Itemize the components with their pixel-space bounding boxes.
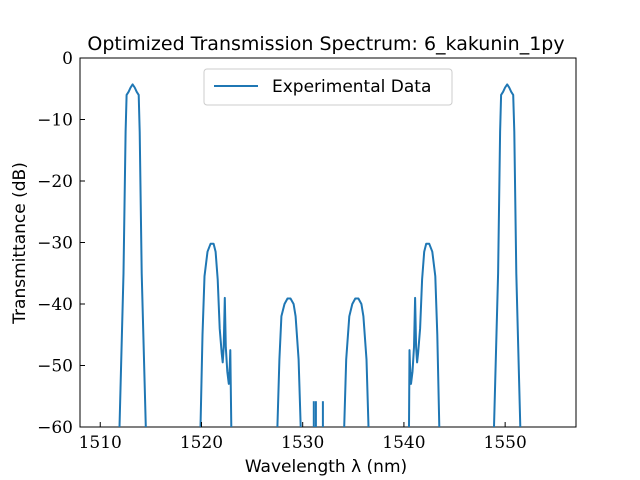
x-tick-label: 1550	[484, 433, 527, 453]
y-axis-label: Transmittance (dB)	[10, 162, 30, 325]
chart-title: Optimized Transmission Spectrum: 6_kakun…	[87, 33, 564, 55]
x-ticks: 1510 1520 1530 1540 1550	[79, 422, 527, 453]
y-tick-label: −30	[37, 234, 73, 254]
legend-label: Experimental Data	[272, 77, 431, 97]
legend: Experimental Data	[203, 68, 453, 106]
y-tick-label: −60	[37, 418, 73, 438]
legend-box	[203, 68, 453, 106]
y-ticks: 0 −10 −20 −30 −40 −50 −60	[37, 49, 85, 438]
y-tick-label: −10	[37, 111, 73, 131]
series-line-segment	[408, 242, 441, 428]
series-line-segment	[343, 297, 370, 428]
x-tick-label: 1520	[180, 433, 223, 453]
series-line-segment	[493, 83, 522, 428]
plot-area: 1510 1520 1530 1540 1550 0 −10 −20 −30 −40 −50 −60	[37, 49, 577, 453]
x-tick-label: 1540	[382, 433, 425, 453]
x-axis-label: Wavelength λ (nm)	[245, 457, 407, 477]
y-tick-label: −40	[37, 295, 73, 315]
series-line-segment	[118, 83, 147, 428]
y-tick-label: −50	[37, 357, 73, 377]
y-tick-label: 0	[62, 49, 73, 69]
series-group	[118, 83, 522, 428]
y-tick-label: −20	[37, 172, 73, 192]
x-tick-label: 1510	[79, 433, 122, 453]
series-line-segment	[199, 242, 233, 428]
x-tick-label: 1530	[281, 433, 324, 453]
series-line-segment	[276, 297, 302, 428]
